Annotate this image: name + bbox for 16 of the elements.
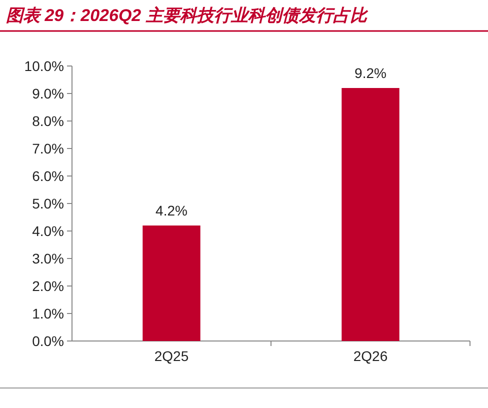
y-tick-label: 5.0% <box>32 196 64 212</box>
y-tick-label: 1.0% <box>32 306 64 322</box>
y-tick-label: 4.0% <box>32 223 64 239</box>
x-tick-label: 2Q26 <box>353 348 388 364</box>
y-tick-label: 3.0% <box>32 250 64 266</box>
y-tick-label: 6.0% <box>32 168 64 184</box>
x-tick-label: 2Q25 <box>154 348 189 364</box>
data-label: 9.2% <box>354 65 386 81</box>
data-label: 4.2% <box>156 202 188 218</box>
y-tick-label: 2.0% <box>32 278 64 294</box>
y-tick-label: 7.0% <box>32 140 64 156</box>
y-tick-label: 0.0% <box>32 333 64 349</box>
y-tick-label: 9.0% <box>32 86 64 102</box>
chart-title: 图表 29：2026Q2 主要科技行业科创债发行占比 <box>6 6 369 25</box>
y-tick-label: 8.0% <box>32 113 64 129</box>
y-tick-label: 10.0% <box>24 58 64 74</box>
